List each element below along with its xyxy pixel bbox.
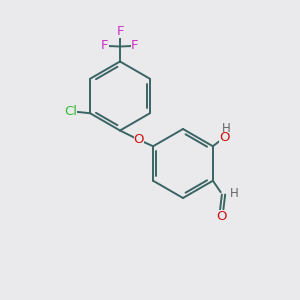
Text: O: O: [217, 210, 227, 223]
Text: H: H: [230, 187, 239, 200]
Text: F: F: [116, 25, 124, 38]
Text: F: F: [131, 39, 139, 52]
Text: O: O: [219, 131, 230, 144]
Text: O: O: [134, 134, 144, 146]
Text: H: H: [222, 122, 231, 135]
Text: F: F: [101, 39, 109, 52]
Text: Cl: Cl: [64, 105, 77, 118]
